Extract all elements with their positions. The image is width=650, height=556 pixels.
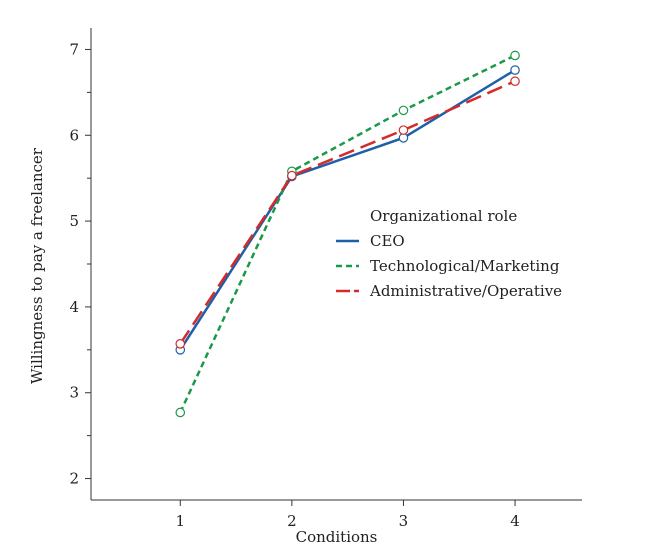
series-points xyxy=(175,76,520,349)
series-points xyxy=(175,50,520,418)
y-tick-label: 3 xyxy=(69,384,79,402)
data-point xyxy=(175,407,186,418)
y-tick-label: 7 xyxy=(69,40,79,58)
series xyxy=(179,80,516,345)
data-point xyxy=(510,76,520,87)
y-tick-label: 4 xyxy=(69,298,79,316)
y-ticks: 2 3 4 5 6 7 xyxy=(69,40,91,488)
legend-label: Administrative/Operative xyxy=(369,282,562,300)
series-line xyxy=(179,80,516,345)
y-axis-title: Willingness to pay a freelancer xyxy=(28,147,46,384)
data-point xyxy=(287,170,297,181)
legend-label: CEO xyxy=(370,232,405,250)
x-ticks: 1 2 3 4 xyxy=(175,500,520,530)
series xyxy=(179,54,516,413)
data-point xyxy=(510,65,520,75)
legend-title: Organizational role xyxy=(370,207,517,225)
data-point xyxy=(398,105,409,116)
legend-label: Technological/Marketing xyxy=(370,257,560,275)
x-tick-label: 3 xyxy=(399,512,409,530)
data-point xyxy=(175,339,186,349)
x-tick-label: 1 xyxy=(175,512,185,530)
legend: Organizational role CEO Technological/Mar… xyxy=(336,207,562,300)
data-point xyxy=(510,50,520,61)
y-tick-label: 6 xyxy=(69,126,79,144)
series xyxy=(179,68,516,351)
series-line xyxy=(179,68,516,351)
series-layer xyxy=(175,50,520,418)
y-tick-label: 5 xyxy=(69,212,79,230)
data-point xyxy=(398,125,409,135)
series-line xyxy=(179,54,516,413)
x-tick-label: 2 xyxy=(287,512,297,530)
x-axis-title: Conditions xyxy=(296,528,378,546)
y-tick-label: 2 xyxy=(69,470,79,488)
x-tick-label: 4 xyxy=(510,512,520,530)
